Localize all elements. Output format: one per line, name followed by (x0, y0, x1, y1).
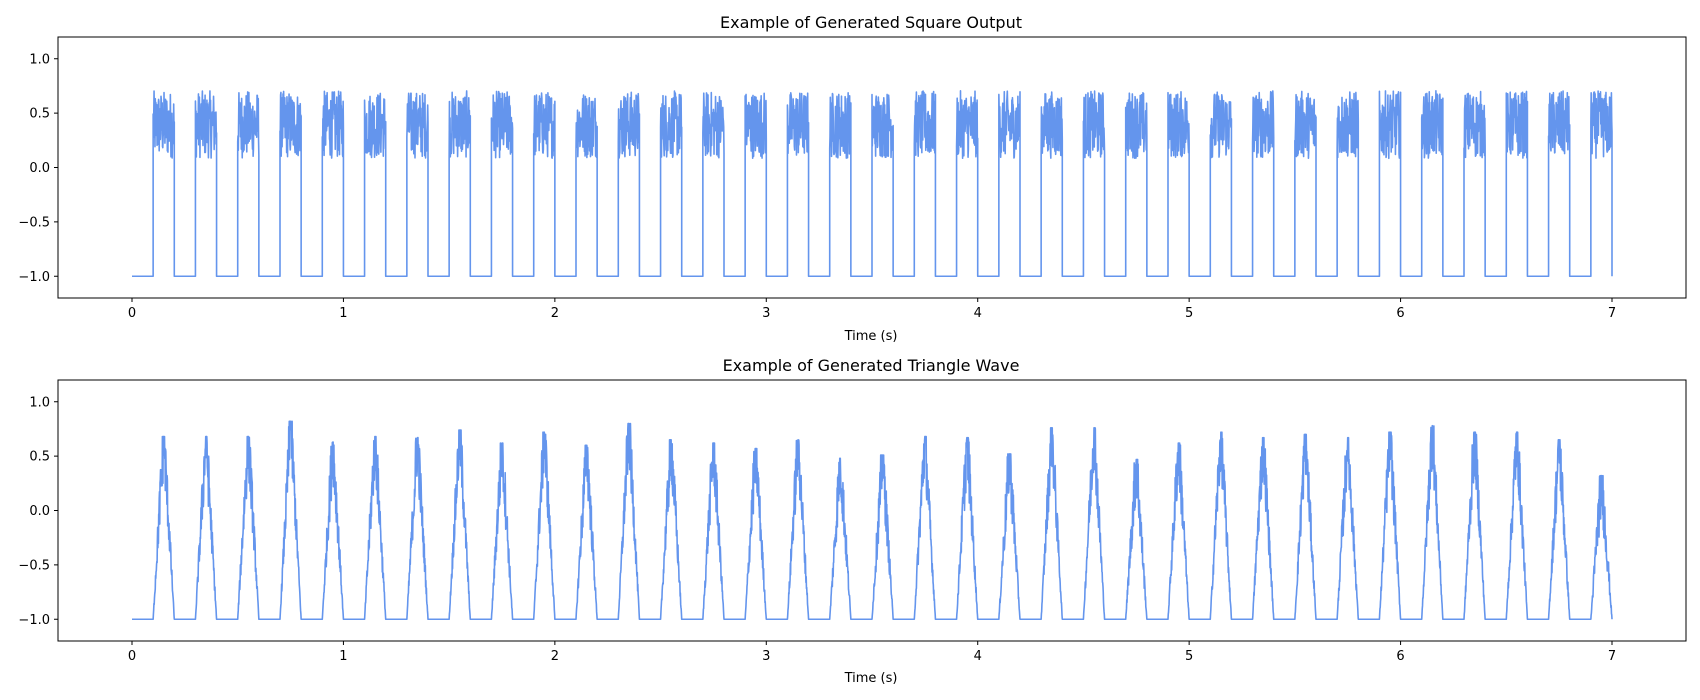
plot-frame (57, 36, 1687, 299)
x-tick-label: 4 (974, 306, 982, 321)
y-tick-label: −0.5 (18, 558, 50, 573)
x-tick-label: 0 (128, 649, 136, 664)
series-line (132, 90, 1613, 278)
x-tick-label: 5 (1185, 306, 1193, 321)
x-tick-label: 2 (551, 306, 559, 321)
chart-title: Example of Generated Triangle Wave (723, 356, 1020, 375)
y-tick-label: 1.0 (29, 395, 50, 410)
x-tick-label: 1 (339, 306, 347, 321)
y-tick-label: 0.0 (29, 161, 50, 176)
x-tick-label: 6 (1396, 306, 1404, 321)
x-axis-label: Time (s) (844, 329, 898, 344)
x-tick-label: 3 (762, 306, 770, 321)
y-tick-label: 0.5 (29, 107, 50, 122)
y-tick-label: −1.0 (18, 613, 50, 628)
x-tick-label: 7 (1608, 306, 1616, 321)
series-line-group (132, 420, 1613, 621)
x-tick-label: 0 (128, 306, 136, 321)
y-tick-label: −1.0 (18, 270, 50, 285)
chart-title: Example of Generated Square Output (720, 13, 1022, 32)
axis-ticks: 0 1 2 3 4 5 6 7 −1.0 −0.5 0.0 0.5 1.0 (18, 52, 1616, 321)
x-tick-label: 6 (1396, 649, 1404, 664)
x-tick-label: 1 (339, 649, 347, 664)
y-tick-label: 1.0 (29, 52, 50, 67)
x-tick-label: 3 (762, 649, 770, 664)
plot-frame (57, 379, 1687, 642)
series-line-group (132, 90, 1613, 278)
x-tick-label: 7 (1608, 649, 1616, 664)
axis-ticks: 0 1 2 3 4 5 6 7 −1.0 −0.5 0.0 0.5 1.0 (18, 395, 1616, 664)
y-tick-label: 0.5 (29, 450, 50, 465)
x-tick-label: 5 (1185, 649, 1193, 664)
x-tick-label: 4 (974, 649, 982, 664)
subplot-square-output: Example of Generated Square Output 0 1 2 3 4… (18, 13, 1687, 344)
y-tick-label: −0.5 (18, 215, 50, 230)
x-tick-label: 2 (551, 649, 559, 664)
y-tick-label: 0.0 (29, 504, 50, 519)
x-axis-label: Time (s) (844, 671, 898, 686)
subplot-triangle-wave: Example of Generated Triangle Wave 0 1 2 3 4… (18, 356, 1687, 686)
series-line (132, 420, 1613, 621)
